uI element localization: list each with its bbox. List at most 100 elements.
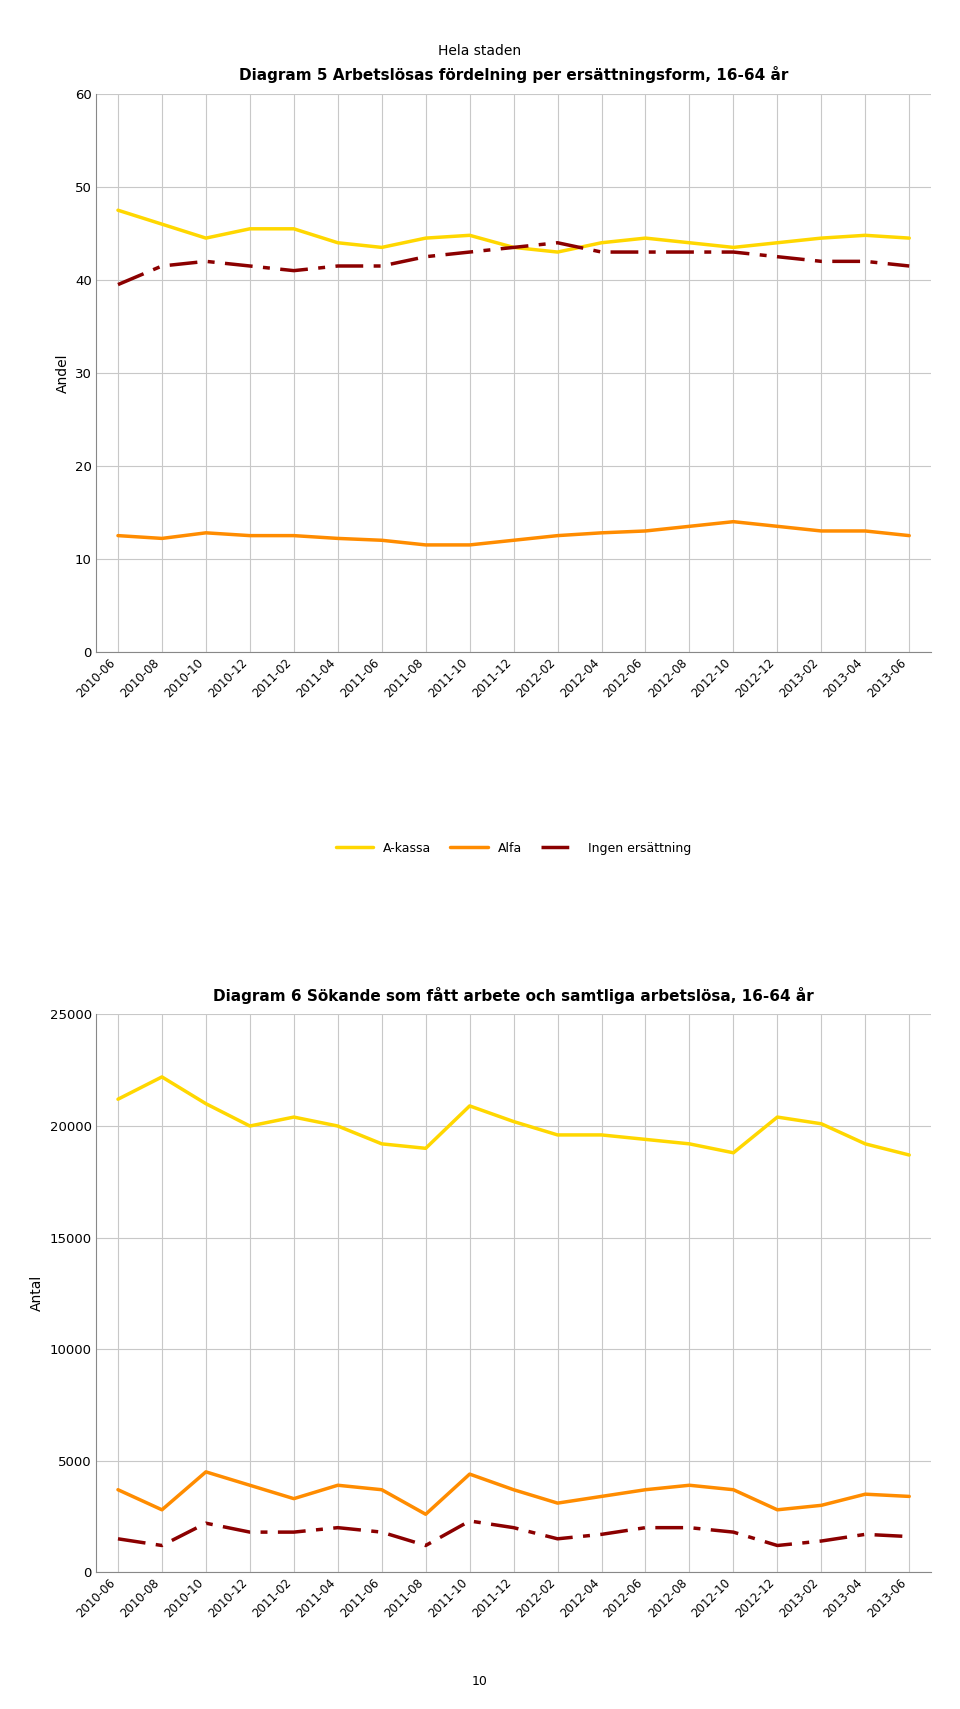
Ingen ersättning <box>376 256 388 277</box>
Ingen ersättning <box>244 256 255 277</box>
Ingen ersättning <box>684 241 695 261</box>
A-kassa <box>376 238 388 258</box>
Fått arbete och ej kvarstående sökande hos AF <box>332 1518 344 1538</box>
Line: Samtliga sökande som fått arbete: Samtliga sökande som fått arbete <box>118 1471 909 1514</box>
Alfa <box>156 528 168 549</box>
A-kassa <box>684 232 695 253</box>
Alfa <box>200 523 211 543</box>
Alfa <box>288 525 300 545</box>
A-kassa <box>420 227 431 248</box>
Alfa <box>859 521 871 542</box>
Ingen ersättning <box>728 241 739 261</box>
Fått arbete och ej kvarstående sökande hos AF <box>816 1531 828 1552</box>
Fått arbete och ej kvarstående sökande hos AF <box>156 1535 168 1555</box>
Arbetslösa <box>288 1107 300 1128</box>
Arbetslösa <box>903 1145 915 1166</box>
Fått arbete och ej kvarstående sökande hos AF <box>859 1524 871 1545</box>
Arbetslösa <box>464 1095 475 1116</box>
A-kassa <box>816 227 828 248</box>
Alfa <box>508 530 519 550</box>
Samtliga sökande som fått arbete <box>728 1480 739 1501</box>
Arbetslösa <box>376 1133 388 1154</box>
Fått arbete och ej kvarstående sökande hos AF <box>596 1524 608 1545</box>
Alfa <box>376 530 388 550</box>
Alfa <box>816 521 828 542</box>
Ingen ersättning <box>596 241 608 261</box>
A-kassa <box>772 232 783 253</box>
Fått arbete och ej kvarstående sökande hos AF <box>376 1521 388 1542</box>
Fått arbete och ej kvarstående sökande hos AF <box>772 1535 783 1555</box>
Alfa <box>684 516 695 537</box>
Samtliga sökande som fått arbete <box>200 1461 211 1482</box>
Arbetslösa <box>639 1130 651 1150</box>
Title: Diagram 6 Sökande som fått arbete och samtliga arbetslösa, 16-64 år: Diagram 6 Sökande som fått arbete och sa… <box>213 986 814 1003</box>
Fått arbete och ej kvarstående sökande hos AF <box>552 1528 564 1548</box>
Ingen ersättning <box>156 256 168 277</box>
Alfa <box>332 528 344 549</box>
A-kassa <box>508 238 519 258</box>
Alfa <box>112 525 124 545</box>
Fått arbete och ej kvarstående sökande hos AF <box>112 1528 124 1548</box>
Arbetslösa <box>200 1094 211 1114</box>
Y-axis label: Antal: Antal <box>30 1275 44 1311</box>
Text: Hela staden: Hela staden <box>439 44 521 58</box>
Arbetslösa <box>156 1066 168 1087</box>
Arbetslösa <box>112 1089 124 1109</box>
Alfa <box>903 525 915 545</box>
Samtliga sökande som fått arbete <box>903 1487 915 1507</box>
Samtliga sökande som fått arbete <box>772 1499 783 1519</box>
Ingen ersättning <box>420 246 431 267</box>
A-kassa <box>552 241 564 261</box>
A-kassa <box>332 232 344 253</box>
Ingen ersättning <box>903 256 915 277</box>
Samtliga sökande som fått arbete <box>244 1475 255 1495</box>
Ingen ersättning <box>332 256 344 277</box>
Alfa <box>420 535 431 555</box>
Fått arbete och ej kvarstående sökande hos AF <box>420 1535 431 1555</box>
Fått arbete och ej kvarstående sökande hos AF <box>464 1511 475 1531</box>
A-kassa <box>596 232 608 253</box>
A-kassa <box>288 219 300 239</box>
A-kassa <box>903 227 915 248</box>
Arbetslösa <box>552 1125 564 1145</box>
Text: 10: 10 <box>472 1675 488 1688</box>
A-kassa <box>112 200 124 220</box>
Arbetslösa <box>508 1111 519 1131</box>
Alfa <box>244 525 255 545</box>
Ingen ersättning <box>639 241 651 261</box>
Alfa <box>772 516 783 537</box>
Arbetslösa <box>859 1133 871 1154</box>
Fått arbete och ej kvarstående sökande hos AF <box>728 1521 739 1542</box>
Samtliga sökande som fått arbete <box>816 1495 828 1516</box>
Fått arbete och ej kvarstående sökande hos AF <box>288 1521 300 1542</box>
Samtliga sökande som fått arbete <box>464 1465 475 1485</box>
A-kassa <box>156 214 168 234</box>
Samtliga sökande som fått arbete <box>112 1480 124 1501</box>
Ingen ersättning <box>288 260 300 280</box>
Arbetslösa <box>772 1107 783 1128</box>
Samtliga sökande som fått arbete <box>420 1504 431 1524</box>
Fått arbete och ej kvarstående sökande hos AF <box>903 1526 915 1547</box>
Arbetslösa <box>420 1138 431 1159</box>
Alfa <box>728 511 739 531</box>
Ingen ersättning <box>508 238 519 258</box>
Samtliga sökande som fått arbete <box>859 1483 871 1504</box>
Ingen ersättning <box>200 251 211 272</box>
Fått arbete och ej kvarstående sökande hos AF <box>244 1521 255 1542</box>
Legend: A-kassa, Alfa, Ingen ersättning: A-kassa, Alfa, Ingen ersättning <box>331 837 696 860</box>
Samtliga sökande som fått arbete <box>508 1480 519 1501</box>
Samtliga sökande som fått arbete <box>332 1475 344 1495</box>
Samtliga sökande som fått arbete <box>684 1475 695 1495</box>
Y-axis label: Andel: Andel <box>56 354 69 393</box>
Samtliga sökande som fått arbete <box>376 1480 388 1501</box>
Alfa <box>464 535 475 555</box>
Title: Diagram 5 Arbetslösas fördelning per ersättningsform, 16-64 år: Diagram 5 Arbetslösas fördelning per ers… <box>239 67 788 84</box>
Fått arbete och ej kvarstående sökande hos AF <box>200 1512 211 1533</box>
Samtliga sökande som fått arbete <box>552 1494 564 1514</box>
Ingen ersättning <box>464 241 475 261</box>
Arbetslösa <box>596 1125 608 1145</box>
Arbetslösa <box>684 1133 695 1154</box>
Alfa <box>596 523 608 543</box>
Samtliga sökande som fått arbete <box>596 1487 608 1507</box>
Fått arbete och ej kvarstående sökande hos AF <box>639 1518 651 1538</box>
